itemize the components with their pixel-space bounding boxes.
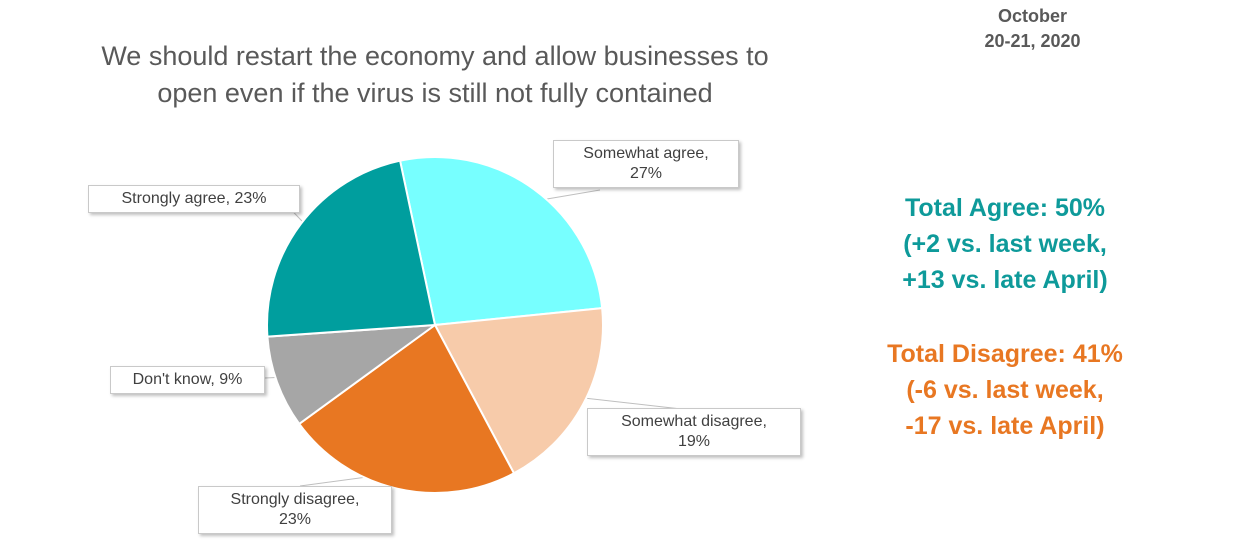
survey-date-line-2: 20-21, 2020 [984, 31, 1081, 51]
pie-slice-somewhat-agree [398, 156, 604, 327]
callout-somewhat-disagree-line-1: Somewhat disagree, [621, 413, 767, 430]
total-disagree-line-1: Total Disagree: 41% [887, 340, 1123, 368]
pie-slices [266, 156, 604, 494]
pie-slice-somewhat-disagree [433, 307, 604, 475]
total-agree-line-2: (+2 vs. last week, [903, 230, 1107, 258]
callout-somewhat-disagree-line-2: 19% [677, 433, 711, 450]
callout-somewhat-disagree: Somewhat disagree, 19% [587, 408, 801, 456]
pie-slice-strongly-disagree [297, 323, 516, 494]
callout-strongly-disagree-line-1: Strongly disagree, [230, 491, 360, 508]
chart-title-line-2: open even if the virus is still not full… [157, 78, 713, 108]
chart-title: We should restart the economy and allow … [20, 38, 850, 112]
callout-dont-know: Don't know, 9% [110, 366, 265, 394]
callout-strongly-disagree-line-2: 23% [278, 511, 312, 528]
callout-somewhat-agree-line-2: 27% [629, 165, 663, 182]
callout-dont-know-line-1: Don't know, 9% [132, 371, 243, 388]
callout-strongly-agree: Strongly agree, 23% [88, 185, 300, 213]
total-agree-line-1: Total Agree: 50% [904, 194, 1106, 222]
total-disagree-line-3: -17 vs. late April) [905, 412, 1105, 440]
callout-somewhat-agree-line-1: Somewhat agree, [583, 145, 709, 162]
total-disagree-line-2: (-6 vs. last week, [906, 376, 1104, 404]
pie-slice-strongly-agree [266, 159, 437, 338]
pie-slice-don-t-know [266, 323, 439, 426]
total-disagree-summary: Total Disagree: 41% (-6 vs. last week, -… [860, 336, 1150, 444]
total-agree-summary: Total Agree: 50% (+2 vs. last week, +13 … [860, 190, 1150, 298]
chart-title-line-1: We should restart the economy and allow … [101, 41, 769, 71]
callout-somewhat-agree: Somewhat agree, 27% [553, 140, 739, 188]
callout-strongly-agree-line-1: Strongly agree, 23% [121, 190, 267, 207]
survey-date: October 20-21, 2020 [950, 4, 1115, 54]
total-agree-line-3: +13 vs. late April) [902, 266, 1108, 294]
callout-strongly-disagree: Strongly disagree, 23% [198, 486, 392, 534]
survey-date-line-1: October [997, 6, 1067, 26]
leader-line-somewhat-disagree [568, 395, 691, 411]
